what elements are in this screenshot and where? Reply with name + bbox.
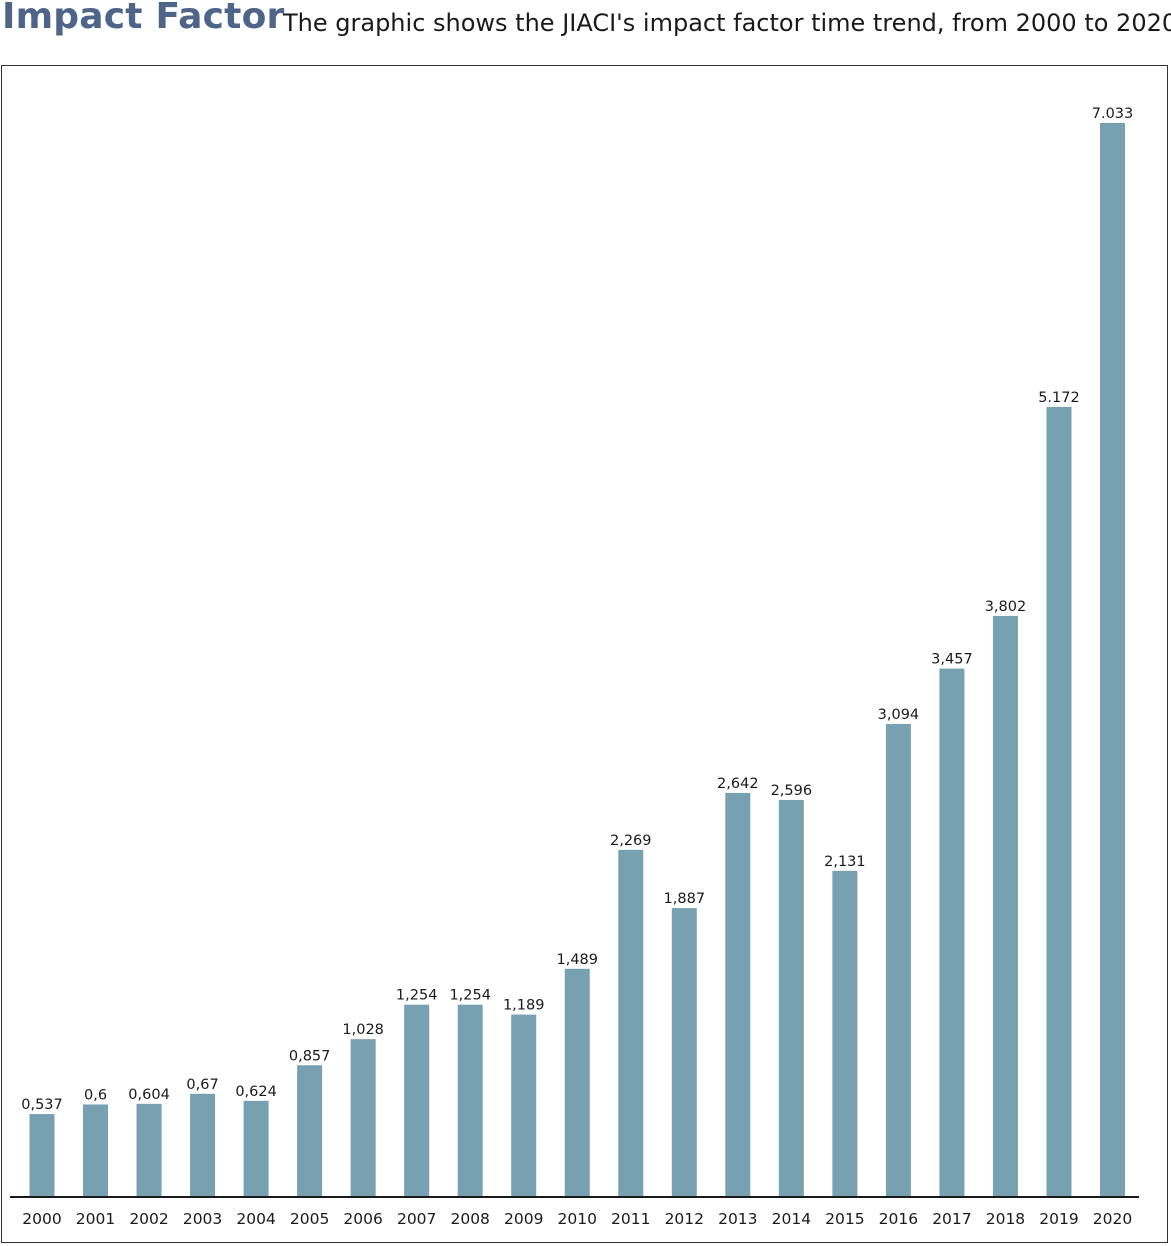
x-tick-label-2013: 2013 (718, 1210, 757, 1228)
x-tick-label-2003: 2003 (183, 1210, 222, 1228)
data-label-2002: 0,604 (128, 1087, 170, 1103)
bar-2005 (297, 1065, 323, 1196)
data-label-2007: 1,254 (396, 988, 438, 1004)
x-tick-label-2009: 2009 (504, 1210, 543, 1228)
chart-title: Impact Factor (2, 0, 285, 37)
bar-2017 (939, 668, 965, 1196)
data-label-2004: 0,624 (235, 1084, 277, 1100)
data-label-2005: 0,857 (289, 1048, 331, 1064)
x-tick-label-2007: 2007 (397, 1210, 436, 1228)
data-label-2001: 0,6 (84, 1087, 107, 1103)
data-label-2011: 2,269 (610, 833, 652, 849)
bar-2003 (190, 1093, 216, 1196)
data-label-2015: 2,131 (824, 854, 866, 870)
data-label-2009: 1,189 (503, 998, 545, 1014)
x-tick-label-2004: 2004 (236, 1210, 275, 1228)
bar-2015 (832, 870, 858, 1196)
bar-2011 (618, 849, 644, 1196)
data-label-2000: 0,537 (21, 1097, 63, 1113)
bar-2014 (778, 799, 804, 1196)
data-label-2017: 3,457 (931, 652, 973, 668)
data-label-2012: 1,887 (664, 891, 706, 907)
x-tick-label-2015: 2015 (825, 1210, 864, 1228)
bar-2012 (671, 908, 697, 1196)
data-labels-group: 0,537 0,6 0,604 0,67 0,624 0,857 1,028 1,254 1,2… (21, 106, 1133, 1113)
bar-2000 (29, 1114, 55, 1196)
data-label-2016: 3,094 (878, 707, 920, 723)
bar-2001 (83, 1104, 109, 1196)
x-tick-label-2020: 2020 (1093, 1210, 1132, 1228)
data-label-2018: 3,802 (985, 599, 1027, 615)
chart-subtitle: The graphic shows the JIACI's impact fac… (283, 9, 1171, 37)
x-tick-label-2011: 2011 (611, 1210, 650, 1228)
header: Impact Factor The graphic shows the JIAC… (0, 0, 1171, 60)
x-axis-ticks: 2000 2001 2002 2003 2004 2005 2006 2007 2008 2009… (22, 1210, 1132, 1228)
x-tick-label-2018: 2018 (986, 1210, 1025, 1228)
chart-frame (1, 65, 1168, 1243)
x-tick-label-2014: 2014 (772, 1210, 811, 1228)
x-tick-label-2010: 2010 (558, 1210, 597, 1228)
bar-2013 (725, 792, 751, 1196)
bar-2020 (1100, 123, 1125, 1196)
bar-2009 (511, 1014, 537, 1196)
bar-2006 (350, 1039, 376, 1196)
bar-2018 (992, 615, 1018, 1196)
x-tick-label-2005: 2005 (290, 1210, 329, 1228)
data-label-2003: 0,67 (186, 1077, 218, 1093)
x-tick-label-2006: 2006 (343, 1210, 382, 1228)
x-tick-label-2016: 2016 (879, 1210, 918, 1228)
x-tick-label-2012: 2012 (665, 1210, 704, 1228)
data-label-2010: 1,489 (556, 952, 598, 968)
x-tick-label-2008: 2008 (450, 1210, 489, 1228)
x-tick-label-2001: 2001 (76, 1210, 115, 1228)
data-label-2006: 1,028 (342, 1022, 384, 1038)
data-label-2019: 5.172 (1038, 390, 1080, 406)
bar-2002 (136, 1103, 162, 1196)
x-tick-label-2002: 2002 (129, 1210, 168, 1228)
bar-2008 (457, 1004, 483, 1196)
bar-2010 (564, 968, 590, 1196)
bars-group (29, 123, 1125, 1196)
bar-2019 (1046, 406, 1072, 1196)
data-label-2014: 2,596 (771, 783, 813, 799)
x-tick-label-2017: 2017 (932, 1210, 971, 1228)
bar-2004 (243, 1100, 269, 1196)
data-label-2020: 7.033 (1092, 106, 1134, 122)
x-tick-label-2000: 2000 (22, 1210, 61, 1228)
data-label-2013: 2,642 (717, 776, 759, 792)
data-label-2008: 1,254 (449, 988, 491, 1004)
x-tick-label-2019: 2019 (1039, 1210, 1078, 1228)
bar-2016 (885, 723, 911, 1196)
bar-2007 (404, 1004, 430, 1196)
